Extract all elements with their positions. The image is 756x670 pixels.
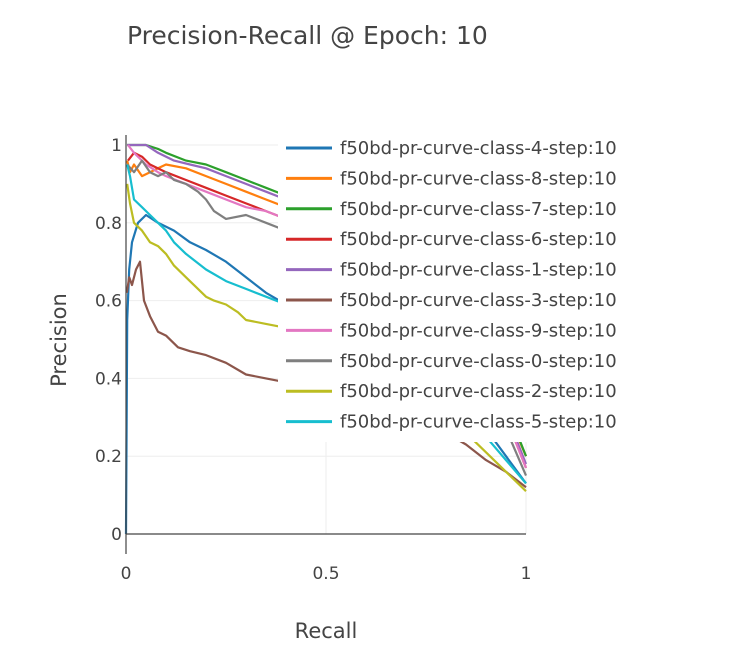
axes: 0 0.5 1 0 0.2 0.4 0.6 0.8 1 xyxy=(95,135,531,584)
y-tick-label: 0.4 xyxy=(95,369,122,389)
x-tick-label: 1 xyxy=(521,564,532,584)
chart-title: Precision-Recall @ Epoch: 10 xyxy=(127,21,488,50)
legend[interactable]: f50bd-pr-curve-class-4-step:10 f50bd-pr-c… xyxy=(278,132,670,442)
y-tick-label: 0.8 xyxy=(95,214,122,234)
legend-label: f50bd-pr-curve-class-8-step:10 xyxy=(340,168,617,189)
legend-label: f50bd-pr-curve-class-9-step:10 xyxy=(340,320,617,341)
x-tick-label: 0.5 xyxy=(312,564,339,584)
legend-item[interactable]: f50bd-pr-curve-class-9-step:10 xyxy=(286,320,617,341)
legend-background xyxy=(278,132,670,442)
y-axis-title: Precision xyxy=(47,293,71,387)
legend-item[interactable]: f50bd-pr-curve-class-7-step:10 xyxy=(286,199,617,220)
legend-label: f50bd-pr-curve-class-4-step:10 xyxy=(340,138,617,159)
y-tick-label: 0.2 xyxy=(95,447,122,467)
legend-item[interactable]: f50bd-pr-curve-class-3-step:10 xyxy=(286,290,617,311)
legend-item[interactable]: f50bd-pr-curve-class-6-step:10 xyxy=(286,229,617,250)
x-axis-title: Recall xyxy=(295,619,358,643)
legend-item[interactable]: f50bd-pr-curve-class-8-step:10 xyxy=(286,168,617,189)
y-tick-label: 1 xyxy=(111,136,122,156)
legend-item[interactable]: f50bd-pr-curve-class-1-step:10 xyxy=(286,260,617,281)
legend-item[interactable]: f50bd-pr-curve-class-5-step:10 xyxy=(286,412,617,433)
legend-item[interactable]: f50bd-pr-curve-class-0-step:10 xyxy=(286,351,617,372)
legend-label: f50bd-pr-curve-class-5-step:10 xyxy=(340,412,617,433)
x-tick-label: 0 xyxy=(121,564,132,584)
legend-label: f50bd-pr-curve-class-1-step:10 xyxy=(340,260,617,281)
legend-label: f50bd-pr-curve-class-0-step:10 xyxy=(340,351,617,372)
legend-item[interactable]: f50bd-pr-curve-class-4-step:10 xyxy=(286,138,617,159)
legend-label: f50bd-pr-curve-class-2-step:10 xyxy=(340,381,617,402)
legend-label: f50bd-pr-curve-class-3-step:10 xyxy=(340,290,617,311)
legend-label: f50bd-pr-curve-class-7-step:10 xyxy=(340,199,617,220)
legend-item[interactable]: f50bd-pr-curve-class-2-step:10 xyxy=(286,381,617,402)
y-tick-label: 0.6 xyxy=(95,292,122,312)
legend-label: f50bd-pr-curve-class-6-step:10 xyxy=(340,229,617,250)
y-tick-label: 0 xyxy=(111,525,122,545)
